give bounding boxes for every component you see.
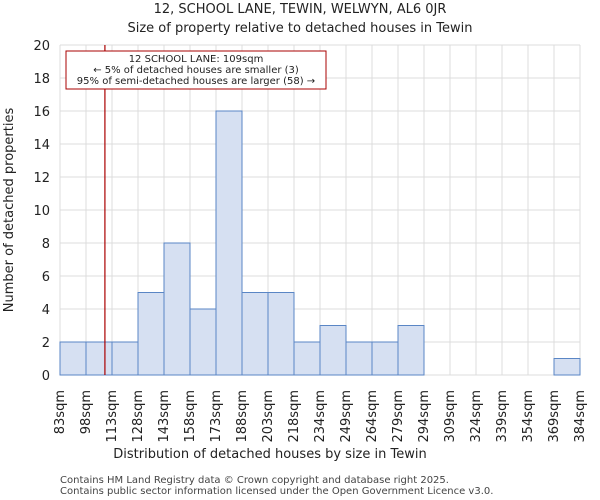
y-axis-title: Number of detached properties [2, 108, 17, 313]
y-tick-label: 12 [33, 171, 50, 186]
chart-subtitle: Size of property relative to detached ho… [127, 21, 472, 36]
x-tick-label: 173sqm [209, 390, 224, 443]
bar [397, 325, 425, 376]
bar [319, 325, 347, 376]
x-tick-label: 294sqm [417, 390, 432, 443]
y-tick-label: 2 [42, 336, 50, 351]
annotation-line-1: 12 SCHOOL LANE: 109sqm [129, 54, 264, 65]
x-tick-label: 218sqm [287, 390, 302, 443]
annotation-line-3: 95% of semi-detached houses are larger (… [77, 76, 315, 87]
x-tick-label: 249sqm [339, 390, 354, 443]
x-tick-label: 98sqm [79, 390, 94, 434]
x-tick-label: 113sqm [105, 390, 120, 443]
x-tick-label: 188sqm [235, 390, 250, 443]
y-tick-labels: 0 2 4 6 8 10 12 14 16 18 20 [33, 39, 50, 384]
x-axis-title: Distribution of detached houses by size … [113, 447, 426, 462]
bars [59, 110, 581, 376]
bar [137, 292, 165, 376]
footer-line-1: Contains HM Land Registry data © Crown c… [60, 475, 449, 486]
bar [189, 308, 217, 376]
y-tick-label: 20 [33, 39, 50, 54]
x-tick-label: 309sqm [443, 390, 458, 443]
bar [371, 341, 399, 376]
x-tick-label: 158sqm [183, 390, 198, 443]
x-tick-label: 203sqm [261, 390, 276, 443]
annotation-line-2: ← 5% of detached houses are smaller (3) [93, 65, 299, 76]
bar [553, 358, 581, 376]
y-tick-label: 16 [33, 105, 50, 120]
bar [345, 341, 373, 376]
x-tick-label: 324sqm [469, 390, 484, 443]
x-tick-label: 264sqm [365, 390, 380, 443]
x-tick-label: 279sqm [391, 390, 406, 443]
y-tick-label: 18 [33, 72, 50, 87]
annotation-box [65, 50, 327, 90]
x-tick-labels: 83sqm 98sqm 113sqm 128sqm 143sqm 158sqm 173sqm… [53, 390, 588, 443]
y-tick-label: 8 [42, 237, 50, 252]
x-tick-label: 143sqm [157, 390, 172, 443]
bar [59, 341, 87, 376]
footer-line-2: Contains public sector information licen… [60, 486, 493, 497]
x-tick-label: 384sqm [573, 390, 588, 443]
x-tick-label: 369sqm [547, 390, 562, 443]
y-tick-label: 6 [42, 270, 50, 285]
bar [241, 292, 269, 376]
bar [215, 110, 243, 376]
y-tick-label: 10 [33, 204, 50, 219]
y-tick-label: 4 [42, 303, 50, 318]
x-tick-label: 128sqm [131, 390, 146, 443]
x-tick-label: 354sqm [521, 390, 536, 443]
x-tick-label: 83sqm [53, 390, 68, 434]
y-tick-label: 0 [42, 369, 50, 384]
bar [267, 292, 295, 376]
chart-title: 12, SCHOOL LANE, TEWIN, WELWYN, AL6 0JR [154, 2, 447, 17]
bar [85, 341, 113, 376]
bar [293, 341, 321, 376]
bar [163, 242, 191, 376]
x-tick-label: 234sqm [313, 390, 328, 443]
x-tick-label: 339sqm [495, 390, 510, 443]
bar [111, 341, 139, 376]
y-tick-label: 14 [33, 138, 50, 153]
